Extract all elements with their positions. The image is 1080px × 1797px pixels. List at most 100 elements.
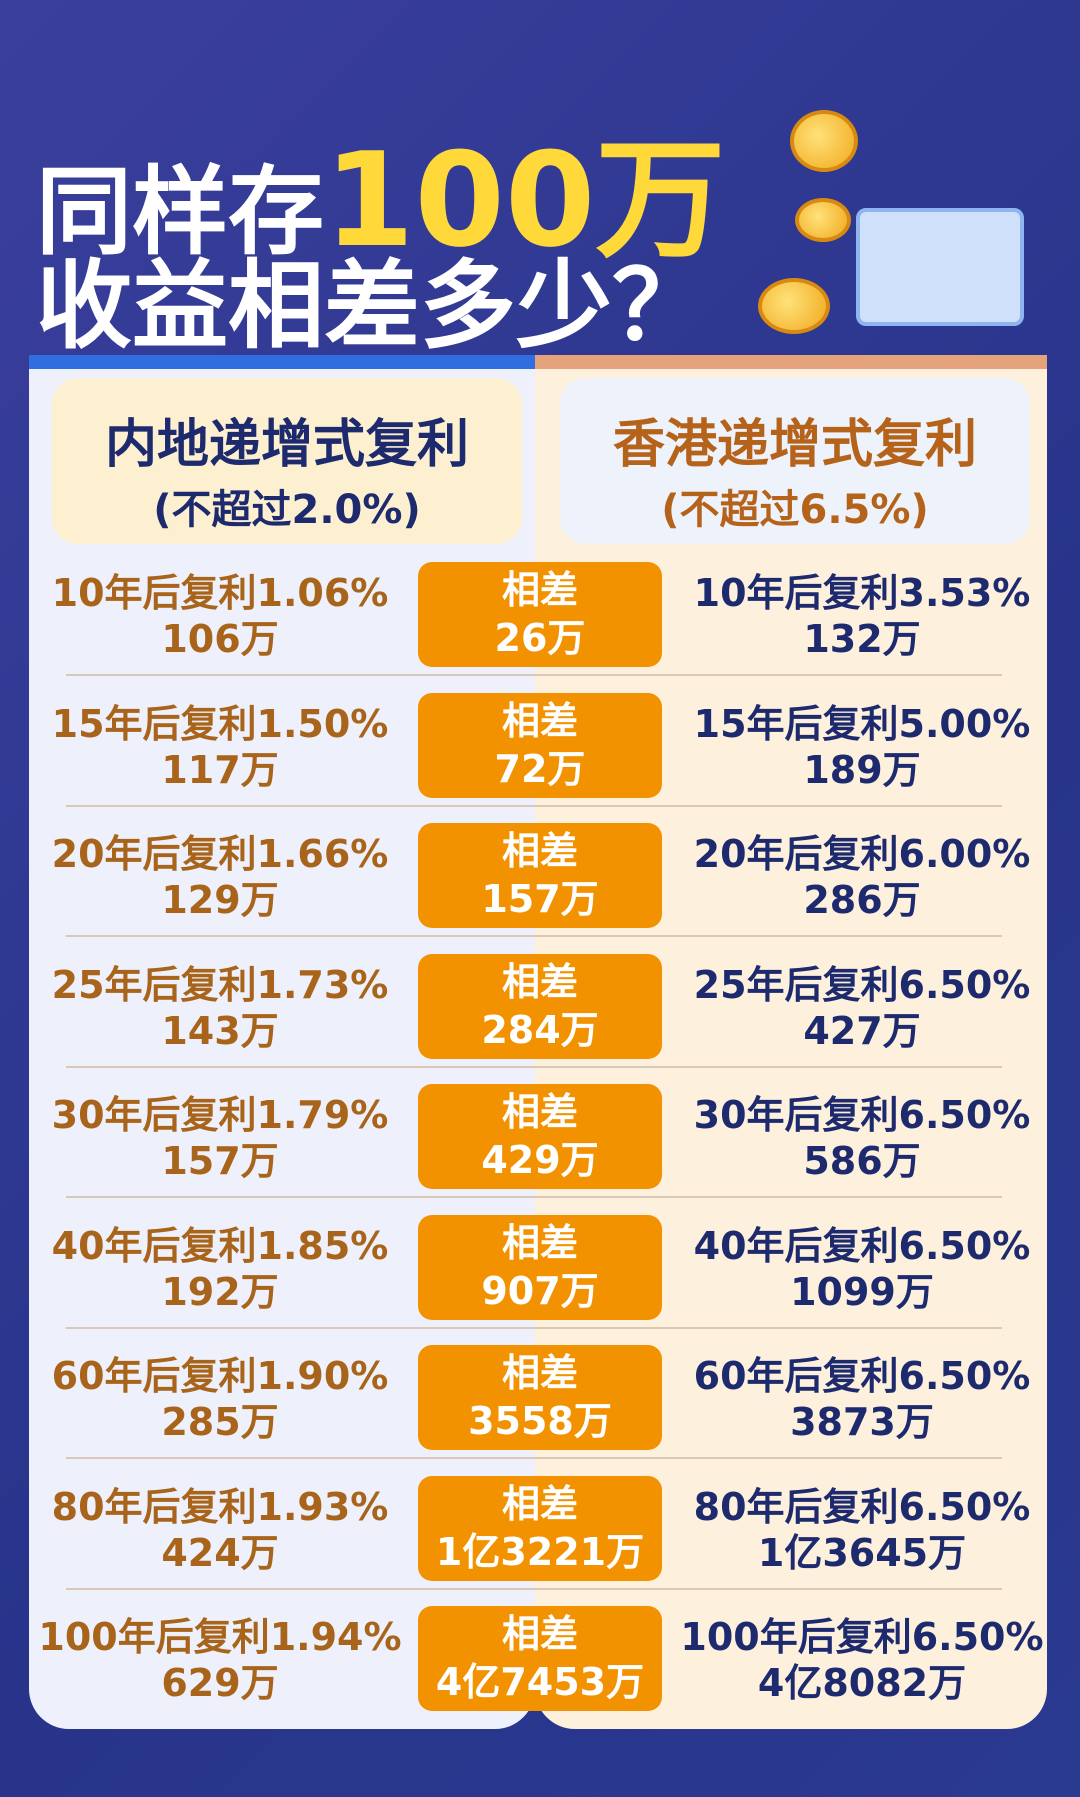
coin bbox=[790, 110, 858, 172]
rate: 40年后复利6.50% bbox=[693, 1223, 1031, 1268]
rate: 60年后复利1.90% bbox=[51, 1354, 389, 1398]
amount: 427万 bbox=[803, 1008, 921, 1053]
header-subtitle: (不超过6.5%) bbox=[661, 487, 929, 533]
diff-box: 相差 907万 bbox=[418, 1214, 662, 1320]
title-highlight: 100万 bbox=[324, 124, 726, 276]
diff: 157万 bbox=[481, 877, 599, 921]
coin bbox=[795, 198, 851, 242]
title-text: 同样存 bbox=[36, 156, 324, 268]
rate: 15年后复利5.00% bbox=[693, 701, 1031, 746]
rate: 20年后复利6.00% bbox=[693, 832, 1031, 876]
amount: 192万 bbox=[161, 1269, 279, 1314]
amount: 132万 bbox=[803, 617, 921, 661]
separator bbox=[66, 674, 1002, 676]
header-title: 内地递增式复利 bbox=[104, 415, 469, 475]
left-cell: 15年后复利1.50% 117万 bbox=[20, 701, 420, 793]
amount: 117万 bbox=[161, 747, 279, 792]
right-cell: 100年后复利6.50% 4亿8082万 bbox=[662, 1614, 1062, 1706]
left-cell: 100年后复利1.94% 629万 bbox=[20, 1614, 420, 1706]
amount: 1亿3645万 bbox=[757, 1530, 967, 1575]
separator bbox=[66, 1196, 1002, 1198]
diff: 26万 bbox=[494, 616, 586, 660]
separator bbox=[66, 804, 1002, 807]
separator bbox=[66, 1326, 1002, 1329]
right-header: 香港递增式复利 (不超过6.5%) bbox=[560, 378, 1030, 544]
coin bbox=[758, 278, 830, 334]
right-cell: 80年后复利6.50% 1亿3645万 bbox=[662, 1484, 1062, 1576]
amount: 129万 bbox=[161, 878, 279, 922]
rate: 60年后复利6.50% bbox=[693, 1354, 1031, 1398]
diff-label: 相差 bbox=[501, 829, 578, 873]
amount: 143万 bbox=[161, 1008, 279, 1053]
diff-label: 相差 bbox=[501, 1220, 578, 1265]
separator bbox=[66, 1587, 1002, 1590]
diff: 1亿3221万 bbox=[435, 1529, 645, 1574]
amount: 1099万 bbox=[790, 1269, 934, 1314]
right-cell: 30年后复利6.50% 586万 bbox=[662, 1092, 1062, 1184]
rate: 100年后复利6.50% bbox=[680, 1615, 1044, 1659]
amount: 106万 bbox=[161, 617, 279, 661]
subtitle: 收益相差多少？ bbox=[36, 250, 708, 362]
diff: 3558万 bbox=[468, 1399, 612, 1443]
right-cell: 25年后复利6.50% 427万 bbox=[662, 962, 1062, 1054]
diff-label: 相差 bbox=[501, 1481, 578, 1526]
right-cell: 15年后复利5.00% 189万 bbox=[662, 701, 1062, 793]
rate: 20年后复利1.66% bbox=[51, 832, 389, 876]
diff-box: 相差 429万 bbox=[418, 1084, 662, 1189]
diff-box: 相差 72万 bbox=[418, 692, 662, 798]
amount: 3873万 bbox=[790, 1400, 934, 1444]
rate: 25年后复利6.50% bbox=[693, 962, 1031, 1007]
separator bbox=[66, 935, 1002, 937]
diff-box: 相差 3558万 bbox=[418, 1345, 662, 1450]
amount: 189万 bbox=[803, 747, 921, 792]
left-cell: 10年后复利1.06% 106万 bbox=[20, 570, 420, 662]
header-title: 香港递增式复利 bbox=[612, 415, 977, 475]
amount: 629万 bbox=[161, 1661, 279, 1705]
diff: 4亿7453万 bbox=[435, 1660, 645, 1704]
right-cell: 60年后复利6.50% 3873万 bbox=[662, 1353, 1062, 1445]
diff-label: 相差 bbox=[501, 959, 578, 1004]
left-cell: 30年后复利1.79% 157万 bbox=[20, 1092, 420, 1184]
left-cell: 60年后复利1.90% 285万 bbox=[20, 1353, 420, 1445]
right-cell: 40年后复利6.50% 1099万 bbox=[662, 1223, 1062, 1315]
amount: 586万 bbox=[803, 1139, 921, 1183]
diff-box: 相差 1亿3221万 bbox=[418, 1475, 662, 1581]
diff: 72万 bbox=[494, 746, 586, 791]
diff-label: 相差 bbox=[501, 568, 578, 612]
amount: 424万 bbox=[161, 1530, 279, 1575]
header-subtitle: (不超过2.0%) bbox=[153, 487, 421, 533]
diff-box: 相差 26万 bbox=[418, 562, 662, 667]
title: 同样存100万 bbox=[36, 95, 725, 283]
diff: 284万 bbox=[481, 1007, 599, 1052]
separator bbox=[66, 1065, 1002, 1068]
left-cell: 40年后复利1.85% 192万 bbox=[20, 1223, 420, 1315]
rate: 10年后复利3.53% bbox=[693, 571, 1031, 615]
diff-label: 相差 bbox=[501, 1351, 578, 1395]
amount: 157万 bbox=[161, 1139, 279, 1183]
rate: 25年后复利1.73% bbox=[51, 962, 389, 1007]
separator bbox=[66, 1457, 1002, 1459]
rate: 15年后复利1.50% bbox=[51, 701, 389, 746]
chart-icon bbox=[856, 208, 1024, 326]
diff: 907万 bbox=[481, 1268, 599, 1313]
diff-label: 相差 bbox=[501, 1090, 578, 1134]
rate: 30年后复利1.79% bbox=[51, 1093, 389, 1137]
rate: 40年后复利1.85% bbox=[51, 1223, 389, 1268]
rate: 100年后复利1.94% bbox=[38, 1615, 402, 1659]
diff-label: 相差 bbox=[501, 698, 578, 743]
rate: 80年后复利1.93% bbox=[51, 1484, 389, 1529]
left-cell: 20年后复利1.66% 129万 bbox=[20, 831, 420, 923]
diff-box: 相差 284万 bbox=[418, 953, 662, 1059]
rate: 80年后复利6.50% bbox=[693, 1484, 1031, 1529]
diff: 429万 bbox=[481, 1138, 599, 1182]
amount: 286万 bbox=[803, 878, 921, 922]
rate: 30年后复利6.50% bbox=[693, 1093, 1031, 1137]
rate: 10年后复利1.06% bbox=[51, 571, 389, 615]
left-cell: 80年后复利1.93% 424万 bbox=[20, 1484, 420, 1576]
right-cell: 10年后复利3.53% 132万 bbox=[662, 570, 1062, 662]
right-cell: 20年后复利6.00% 286万 bbox=[662, 831, 1062, 923]
diff-box: 相差 157万 bbox=[418, 823, 662, 928]
amount: 285万 bbox=[161, 1400, 279, 1444]
amount: 4亿8082万 bbox=[757, 1661, 967, 1705]
